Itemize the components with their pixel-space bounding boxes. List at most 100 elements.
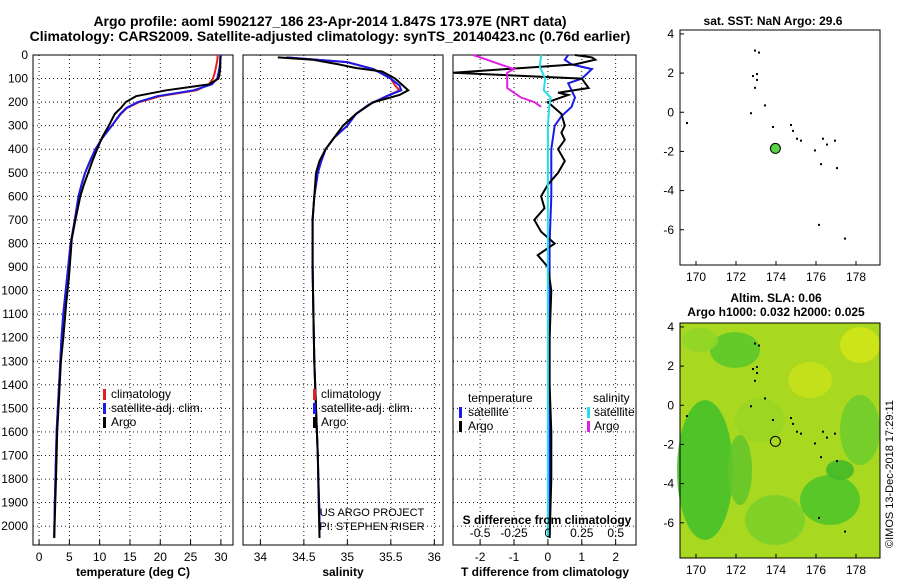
map-y-tick-label: -6	[663, 223, 674, 237]
legend-swatch	[103, 403, 106, 414]
y-tick-label: 700	[8, 213, 28, 227]
sst-map: 170 172 174 176 178 4 2 0 -2 -4 -6	[663, 27, 881, 284]
map-y-tick-label: -2	[663, 437, 674, 451]
island-dot	[758, 51, 760, 54]
map-x-tick-label: 174	[766, 563, 786, 577]
legend-label: Argo	[321, 415, 347, 429]
sla-blob	[728, 435, 752, 505]
island-dot	[756, 78, 758, 81]
difference-xlabel: T difference from climatology	[461, 565, 629, 579]
sla-map: 170 172 174 176 178 4 2 0 -2 -4 -6	[663, 320, 881, 577]
map-y-tick-label: 2	[667, 66, 674, 80]
s-tick-label: -0.25	[500, 526, 528, 540]
map-y-tick-label: -6	[663, 516, 674, 530]
map-y-tick-label: -2	[663, 144, 674, 158]
series-s-satellite	[538, 54, 552, 538]
map-y-tick-label: -4	[663, 184, 674, 198]
island-dot	[820, 456, 822, 459]
x-tick-label: -2	[475, 550, 486, 564]
island-dot	[686, 415, 688, 418]
map-frame	[679, 322, 881, 559]
island-dot	[814, 149, 816, 152]
pi-credit: PI: STEPHEN RISER	[319, 521, 424, 533]
island-dot	[750, 112, 752, 115]
x-tick-label: -1	[509, 550, 520, 564]
legend-swatch	[459, 407, 462, 418]
series-argo	[277, 56, 410, 538]
figure-title-line2: Climatology: CARS2009. Satellite-adjuste…	[30, 28, 631, 44]
x-tick-label: 0	[36, 550, 43, 564]
island-dot	[844, 237, 846, 240]
y-tick-label: 400	[8, 142, 28, 156]
legend-swatch	[313, 417, 316, 428]
y-tick-label: 1900	[1, 496, 28, 510]
x-tick-label: 10	[93, 550, 107, 564]
x-tick-label: 30	[214, 550, 228, 564]
legend-label: satellite-adj. clim.	[111, 401, 203, 415]
island-dot	[814, 442, 816, 445]
island-dot	[800, 432, 802, 435]
legend-swatch	[313, 403, 316, 414]
island-dot	[836, 167, 838, 170]
salinity-panel: 34 34.5 35 35.5 36 climatologysatellite-adj. …	[242, 54, 444, 564]
temperature-xlabel: temperature (deg C)	[76, 565, 190, 579]
salinity-xlabel: salinity	[322, 565, 364, 579]
x-tick-label: 36	[428, 550, 442, 564]
island-dot	[820, 163, 822, 166]
sla-blob	[840, 327, 880, 363]
series-argo	[53, 56, 222, 538]
sst-map-title: sat. SST: NaN Argo: 29.6	[704, 14, 843, 28]
map-frame	[679, 29, 881, 266]
island-dot	[750, 405, 752, 408]
map-x-tick-label: 172	[726, 270, 746, 284]
s-tick-label: -0.5	[470, 526, 491, 540]
series-satellite-adj-clim-	[286, 56, 403, 538]
sla-map-title-line2: Argo h1000: 0.032 h2000: 0.025	[687, 305, 865, 319]
map-y-tick-label: 4	[667, 320, 674, 334]
figure-title-line1: Argo profile: aoml 5902127_186 23-Apr-20…	[93, 13, 566, 29]
map-x-tick-label: 170	[686, 563, 706, 577]
y-tick-label: 500	[8, 166, 28, 180]
series-satellite-adj-clim-	[53, 54, 222, 538]
y-tick-label: 900	[8, 260, 28, 274]
series-t-argo	[452, 54, 598, 538]
legend-swatch	[103, 417, 106, 428]
project-credit: US ARGO PROJECT	[320, 507, 425, 519]
map-x-tick-label: 172	[726, 563, 746, 577]
map-y-tick-label: 0	[667, 105, 674, 119]
x-tick-label: 35	[341, 550, 355, 564]
legend-label: satellite	[594, 405, 635, 419]
x-tick-label: 15	[123, 550, 137, 564]
y-tick-label: 0	[21, 48, 28, 62]
island-dot	[754, 379, 756, 382]
legend-swatch	[313, 389, 316, 400]
legend-title: salinity	[593, 391, 630, 405]
island-dot	[796, 430, 798, 433]
legend-swatch	[587, 421, 590, 432]
y-tick-label: 1700	[1, 448, 28, 462]
x-tick-label: 34	[254, 550, 268, 564]
island-dot	[752, 75, 754, 78]
y-tick-label: 1600	[1, 425, 28, 439]
y-tick-label: 2000	[1, 519, 28, 533]
map-x-tick-label: 176	[806, 270, 826, 284]
map-y-tick-label: -4	[663, 477, 674, 491]
map-x-tick-label: 176	[806, 563, 826, 577]
island-dot	[792, 422, 794, 425]
x-tick-label: 5	[66, 550, 73, 564]
sla-blob	[710, 332, 760, 368]
map-y-tick-label: 0	[667, 398, 674, 412]
legend-label: climatology	[111, 387, 171, 401]
y-tick-label: 600	[8, 189, 28, 203]
legend-label: satellite	[468, 405, 509, 419]
island-dot	[800, 139, 802, 142]
s-tick-label: 0.25	[570, 526, 594, 540]
x-tick-label: 20	[154, 550, 168, 564]
y-tick-label: 300	[8, 119, 28, 133]
sla-blob	[735, 398, 785, 442]
sla-blob	[788, 362, 832, 398]
y-tick-label: 1800	[1, 472, 28, 486]
y-tick-label: 1400	[1, 378, 28, 392]
